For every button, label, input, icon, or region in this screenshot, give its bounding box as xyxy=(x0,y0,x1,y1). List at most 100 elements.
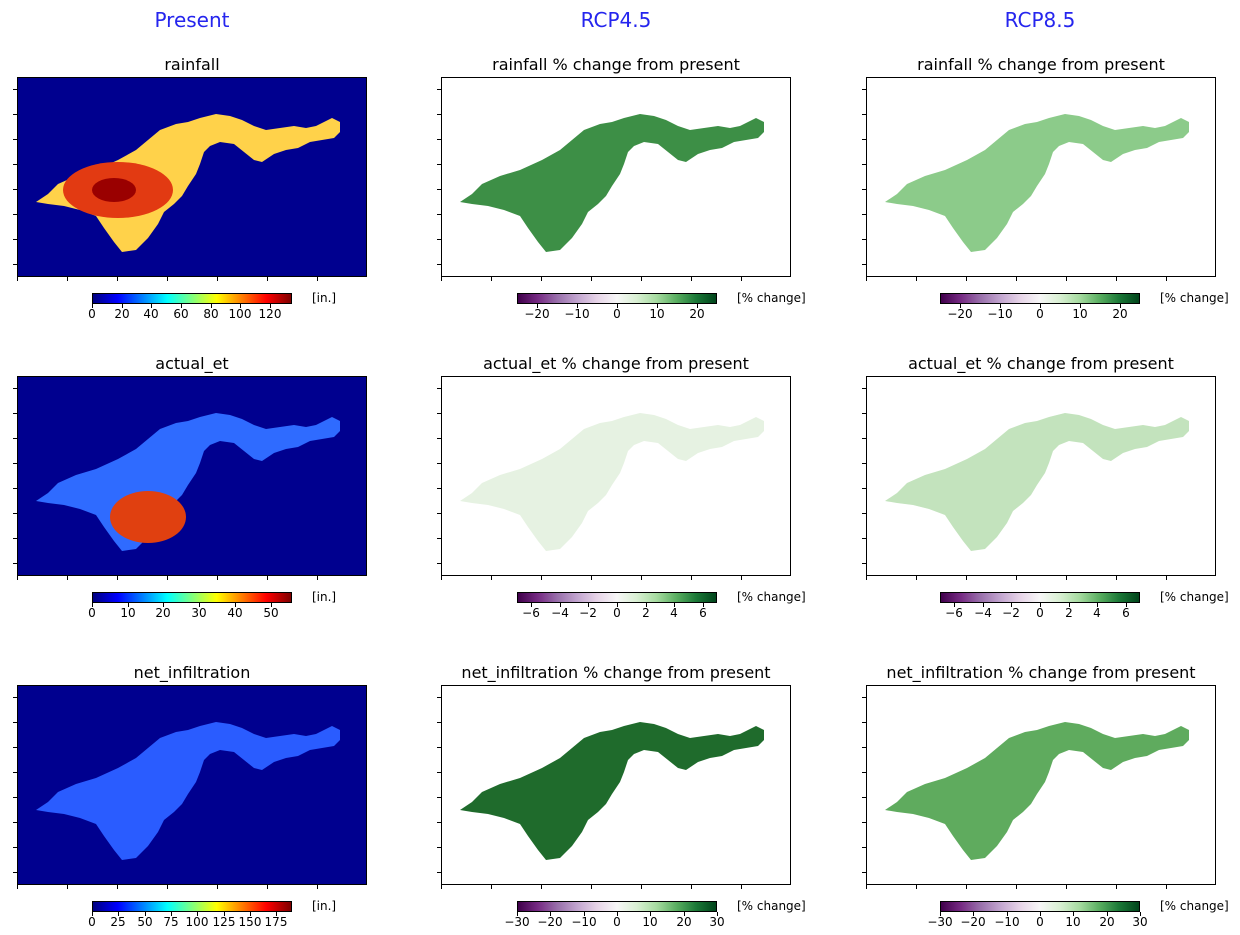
y-axis-tick xyxy=(862,488,866,489)
y-axis-tick xyxy=(437,214,441,215)
colorbar-tick xyxy=(973,912,974,916)
colorbar-tick xyxy=(1080,304,1081,308)
colorbar-tick xyxy=(684,912,685,916)
x-axis-tick xyxy=(267,277,268,281)
colorbar-tick-label: 0 xyxy=(88,307,96,321)
x-axis-tick xyxy=(267,576,268,580)
y-axis-tick xyxy=(437,722,441,723)
colorbar-tick-label: 20 xyxy=(676,915,692,929)
colorbar-actual_et-rcp85 xyxy=(940,592,1140,603)
colorbar-tick-label: 25 xyxy=(110,915,126,929)
colorbar-tick-label: 50 xyxy=(137,915,153,929)
x-axis-tick xyxy=(67,576,68,580)
colorbar-tick xyxy=(1107,912,1108,916)
colorbar-tick xyxy=(588,603,589,607)
colorbar-tick xyxy=(276,912,277,916)
x-axis-tick xyxy=(741,277,742,281)
y-axis-tick xyxy=(862,463,866,464)
colorbar-tick-label: 0 xyxy=(1036,915,1044,929)
y-axis-tick xyxy=(437,772,441,773)
colorbar-tick xyxy=(1040,603,1041,607)
y-axis-tick xyxy=(437,513,441,514)
colorbar-tick-label: 20 xyxy=(1112,307,1128,321)
y-axis-tick xyxy=(437,847,441,848)
y-axis-tick xyxy=(13,114,17,115)
colorbar-net_infiltration-present xyxy=(92,901,292,912)
y-axis-tick xyxy=(13,722,17,723)
colorbar-tick xyxy=(270,304,271,308)
colorbar-unit-net_infiltration-rcp85: [% change] xyxy=(1160,899,1229,913)
y-axis-tick xyxy=(13,747,17,748)
y-axis-tick xyxy=(13,388,17,389)
colorbar-unit-actual_et-present: [in.] xyxy=(312,590,337,604)
colorbar-tick xyxy=(171,912,172,916)
y-axis-tick xyxy=(13,214,17,215)
x-axis-tick xyxy=(17,885,18,889)
colorbar-tick-label: −2 xyxy=(1002,606,1020,620)
island-shape xyxy=(885,114,1189,252)
panel-title-actual_et-present: actual_et xyxy=(155,354,229,373)
x-axis-tick xyxy=(966,277,967,281)
colorbar-tick-label: −30 xyxy=(504,915,530,929)
colorbar-tick-label: 0 xyxy=(613,915,621,929)
y-axis-tick xyxy=(13,239,17,240)
x-axis-tick xyxy=(217,277,218,281)
colorbar-tick-label: 125 xyxy=(212,915,236,929)
island-shape xyxy=(36,722,340,860)
y-axis-tick xyxy=(862,563,866,564)
colorbar-tick-label: 0 xyxy=(1036,307,1044,321)
colorbar-tick-label: 4 xyxy=(1093,606,1101,620)
island-map-rainfall-rcp45 xyxy=(460,114,764,252)
y-axis-tick xyxy=(13,772,17,773)
y-axis-tick xyxy=(13,822,17,823)
colorbar-tick xyxy=(617,603,618,607)
colorbar-tick xyxy=(211,304,212,308)
column-title-rcp45: RCP4.5 xyxy=(580,8,652,32)
colorbar-tick xyxy=(954,603,955,607)
colorbar-tick-label: 2 xyxy=(1065,606,1073,620)
island-shape xyxy=(885,413,1189,551)
y-axis-tick xyxy=(13,463,17,464)
colorbar-unit-rainfall-rcp45: [% change] xyxy=(737,291,806,305)
colorbar-tick-label: 20 xyxy=(114,307,130,321)
column-title-rcp85: RCP8.5 xyxy=(1004,8,1076,32)
colorbar-tick xyxy=(145,912,146,916)
x-axis-tick xyxy=(1116,885,1117,889)
x-axis-tick xyxy=(641,277,642,281)
y-axis-tick xyxy=(13,797,17,798)
colorbar-tick-label: −10 xyxy=(987,307,1013,321)
y-axis-tick xyxy=(437,697,441,698)
panel-title-actual_et-rcp45: actual_et % change from present xyxy=(483,354,749,373)
x-axis-tick xyxy=(1116,576,1117,580)
colorbar-tick xyxy=(657,304,658,308)
colorbar-net_infiltration-rcp45 xyxy=(517,901,717,912)
colorbar-actual_et-rcp45 xyxy=(517,592,717,603)
map-frame-net_infiltration-rcp85 xyxy=(866,685,1216,885)
island-map-net_infiltration-rcp85 xyxy=(885,722,1189,860)
y-axis-tick xyxy=(13,164,17,165)
colorbar-unit-rainfall-present: [in.] xyxy=(312,291,337,305)
x-axis-tick xyxy=(167,885,168,889)
y-axis-tick xyxy=(862,847,866,848)
colorbar-tick-label: 10 xyxy=(649,307,665,321)
colorbar-tick-label: 10 xyxy=(1065,915,1081,929)
y-axis-tick xyxy=(862,413,866,414)
colorbar-tick xyxy=(697,304,698,308)
island-map-net_infiltration-rcp45 xyxy=(460,722,764,860)
colorbar-tick xyxy=(1007,912,1008,916)
y-axis-tick xyxy=(13,488,17,489)
x-axis-tick xyxy=(541,277,542,281)
colorbar-tick-label: 4 xyxy=(670,606,678,620)
y-axis-tick xyxy=(862,797,866,798)
y-axis-tick xyxy=(862,872,866,873)
colorbar-tick-label: 80 xyxy=(203,307,219,321)
colorbar-unit-actual_et-rcp45: [% change] xyxy=(737,590,806,604)
y-axis-tick xyxy=(437,139,441,140)
panel-title-actual_et-rcp85: actual_et % change from present xyxy=(908,354,1174,373)
colorbar-tick xyxy=(118,912,119,916)
colorbar-tick xyxy=(1126,603,1127,607)
y-axis-tick xyxy=(862,388,866,389)
y-axis-tick xyxy=(862,438,866,439)
y-axis-tick xyxy=(13,513,17,514)
colorbar-tick-label: 0 xyxy=(88,606,96,620)
